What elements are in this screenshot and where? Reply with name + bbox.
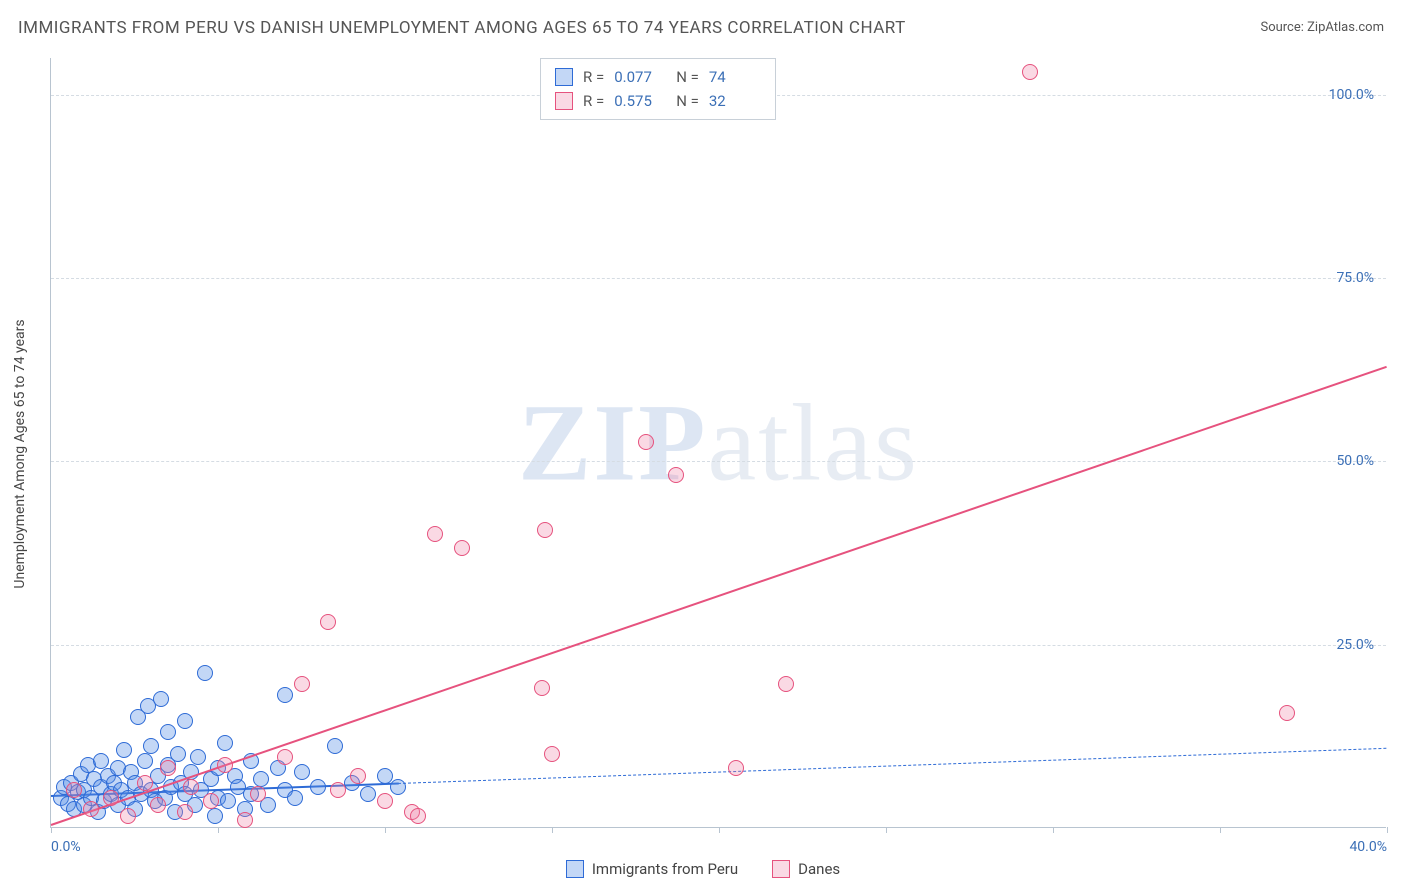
- data-point: [427, 526, 443, 542]
- data-point: [190, 749, 206, 765]
- stats-legend-box: R = 0.077 N = 74 R = 0.575 N = 32: [540, 58, 776, 120]
- data-point: [207, 808, 223, 824]
- data-point: [183, 779, 199, 795]
- y-tick-label: 75.0%: [1336, 270, 1374, 286]
- source-label: Source: ZipAtlas.com: [1260, 20, 1384, 35]
- y-tick-label: 50.0%: [1336, 453, 1374, 469]
- x-tick-label: 0.0%: [51, 839, 81, 855]
- gridline: [51, 461, 1386, 462]
- data-point: [330, 782, 346, 798]
- chart-title: IMMIGRANTS FROM PERU VS DANISH UNEMPLOYM…: [18, 18, 906, 38]
- data-point: [170, 746, 186, 762]
- data-point: [137, 775, 153, 791]
- x-tick-label: 40.0%: [1349, 839, 1387, 855]
- gridline: [51, 278, 1386, 279]
- legend-item-series2: Danes: [772, 860, 840, 878]
- trend-line: [51, 366, 1388, 826]
- x-tick: [51, 827, 52, 833]
- data-point: [197, 665, 213, 681]
- watermark-rest: atlas: [707, 381, 919, 503]
- data-point: [1279, 705, 1295, 721]
- data-point: [217, 735, 233, 751]
- stat-r-label: R =: [583, 65, 604, 89]
- data-point: [327, 738, 343, 754]
- data-point: [177, 804, 193, 820]
- x-tick: [886, 827, 887, 833]
- watermark-bold: ZIP: [518, 381, 707, 503]
- stat-n-value-2: 32: [709, 89, 761, 113]
- data-point: [143, 738, 159, 754]
- data-point: [93, 753, 109, 769]
- swatch-series1: [555, 68, 573, 86]
- data-point: [294, 764, 310, 780]
- data-point: [250, 786, 266, 802]
- stat-n-value-1: 74: [709, 65, 761, 89]
- data-point: [160, 760, 176, 776]
- data-point: [203, 793, 219, 809]
- data-point: [350, 768, 366, 784]
- data-point: [390, 779, 406, 795]
- data-point: [103, 790, 119, 806]
- bottom-legend: Immigrants from Peru Danes: [0, 860, 1406, 878]
- data-point: [310, 779, 326, 795]
- data-point: [116, 742, 132, 758]
- data-point: [320, 614, 336, 630]
- data-point: [237, 812, 253, 828]
- data-point: [277, 687, 293, 703]
- data-point: [1022, 64, 1038, 80]
- data-point: [217, 757, 233, 773]
- data-point: [137, 753, 153, 769]
- x-tick: [1220, 827, 1221, 833]
- data-point: [778, 676, 794, 692]
- data-point: [66, 782, 82, 798]
- x-tick: [1387, 827, 1388, 833]
- plot-area: ZIPatlas 25.0%50.0%75.0%100.0%0.0%40.0%: [50, 58, 1386, 828]
- data-point: [253, 771, 269, 787]
- data-point: [534, 680, 550, 696]
- stat-r-label: R =: [583, 89, 604, 113]
- data-point: [160, 724, 176, 740]
- stat-r-value-2: 0.575: [614, 89, 666, 113]
- y-tick-label: 100.0%: [1329, 87, 1374, 103]
- data-point: [454, 540, 470, 556]
- x-tick: [385, 827, 386, 833]
- legend-swatch-1: [566, 860, 584, 878]
- data-point: [177, 713, 193, 729]
- data-point: [150, 797, 166, 813]
- data-point: [638, 434, 654, 450]
- x-tick: [218, 827, 219, 833]
- legend-item-series1: Immigrants from Peru: [566, 860, 738, 878]
- legend-label-2: Danes: [798, 860, 840, 878]
- data-point: [537, 522, 553, 538]
- data-point: [153, 691, 169, 707]
- data-point: [294, 676, 310, 692]
- x-tick: [552, 827, 553, 833]
- legend-swatch-2: [772, 860, 790, 878]
- stats-row-series2: R = 0.575 N = 32: [555, 89, 761, 113]
- data-point: [277, 749, 293, 765]
- data-point: [360, 786, 376, 802]
- data-point: [544, 746, 560, 762]
- stat-n-label: N =: [676, 65, 699, 89]
- y-axis-title: Unemployment Among Ages 65 to 74 years: [12, 319, 28, 588]
- data-point: [220, 793, 236, 809]
- data-point: [83, 801, 99, 817]
- watermark: ZIPatlas: [518, 379, 919, 506]
- x-tick: [719, 827, 720, 833]
- stat-r-value-1: 0.077: [614, 65, 666, 89]
- y-tick-label: 25.0%: [1336, 637, 1374, 653]
- data-point: [287, 790, 303, 806]
- data-point: [728, 760, 744, 776]
- data-point: [377, 793, 393, 809]
- data-point: [410, 808, 426, 824]
- gridline: [51, 645, 1386, 646]
- x-tick: [1053, 827, 1054, 833]
- stats-row-series1: R = 0.077 N = 74: [555, 65, 761, 89]
- data-point: [120, 808, 136, 824]
- legend-label-1: Immigrants from Peru: [592, 860, 738, 878]
- stat-n-label: N =: [676, 89, 699, 113]
- data-point: [668, 467, 684, 483]
- data-point: [377, 768, 393, 784]
- swatch-series2: [555, 92, 573, 110]
